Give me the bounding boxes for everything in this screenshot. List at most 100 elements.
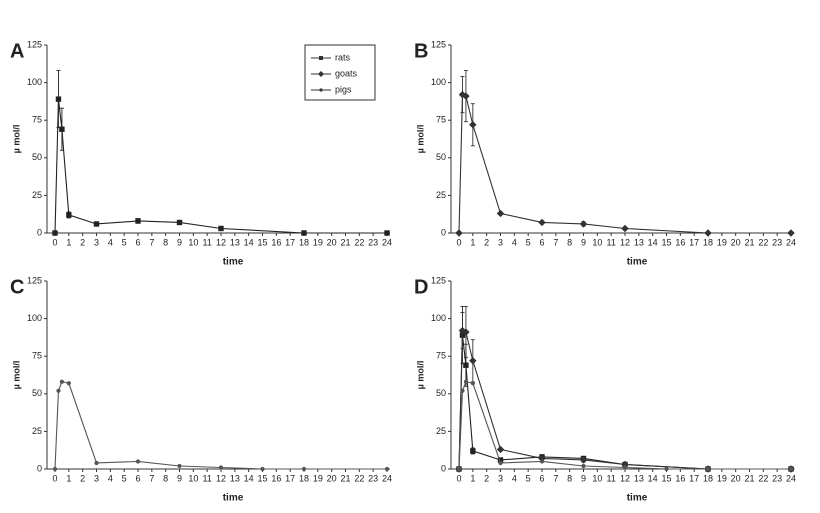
marker [496, 445, 505, 454]
x-tick-label: 8 [567, 473, 572, 483]
x-tick-label: 11 [606, 473, 615, 483]
x-tick-label: 22 [354, 237, 364, 247]
y-tick-label: 100 [431, 313, 446, 323]
x-tick-label: 23 [368, 237, 378, 247]
marker [460, 388, 465, 393]
x-tick-label: 18 [703, 237, 713, 247]
x-tick-label: 15 [257, 237, 267, 247]
y-tick-label: 0 [441, 463, 446, 473]
marker [456, 466, 462, 472]
x-tick-label: 9 [581, 473, 586, 483]
x-tick-label: 21 [744, 473, 754, 483]
x-tick-label: 13 [634, 237, 644, 247]
y-axis-label: µ mol/l [415, 125, 425, 154]
x-tick-label: 12 [216, 237, 226, 247]
x-tick-label: 17 [285, 473, 295, 483]
x-tick-label: 15 [661, 473, 671, 483]
series-line [54, 381, 387, 470]
x-tick-label: 4 [108, 237, 113, 247]
x-tick-label: 20 [327, 473, 337, 483]
x-tick-label: 2 [80, 473, 85, 483]
x-axis-label: time [627, 257, 648, 268]
y-tick-label: 100 [27, 313, 42, 323]
x-tick-label: 2 [484, 473, 489, 483]
marker [55, 96, 62, 102]
x-tick-label: 11 [606, 237, 615, 247]
marker [470, 381, 475, 386]
y-tick-label: 50 [32, 152, 42, 162]
x-tick-label: 24 [382, 237, 392, 247]
y-axis-label: µ mol/l [11, 125, 21, 154]
marker [93, 221, 100, 227]
marker [463, 362, 469, 368]
x-tick-label: 17 [689, 473, 699, 483]
x-tick-label: 13 [230, 473, 240, 483]
marker [176, 219, 183, 226]
y-tick-label: 75 [436, 351, 446, 361]
x-tick-label: 24 [786, 237, 796, 247]
panel-label: A [10, 40, 24, 62]
series-line [54, 99, 387, 234]
marker [135, 459, 141, 464]
marker [59, 126, 65, 132]
x-tick-label: 17 [689, 237, 699, 247]
x-tick-label: 1 [470, 237, 475, 247]
x-tick-label: 3 [498, 473, 503, 483]
marker [579, 220, 588, 228]
x-tick-label: 13 [634, 473, 644, 483]
y-tick-label: 0 [37, 227, 42, 237]
x-tick-label: 11 [202, 473, 211, 483]
y-tick-label: 100 [27, 77, 42, 87]
marker [496, 209, 505, 218]
legend-marker [319, 56, 323, 60]
panel-label: B [414, 40, 428, 62]
y-tick-label: 50 [436, 388, 446, 398]
marker [470, 448, 476, 454]
y-tick-label: 75 [32, 115, 42, 125]
marker [664, 466, 669, 472]
x-tick-label: 10 [592, 473, 602, 483]
x-tick-label: 1 [66, 473, 71, 483]
marker [52, 466, 58, 472]
marker [301, 230, 307, 236]
x-tick-label: 0 [456, 237, 461, 247]
marker [135, 218, 141, 224]
series-line [458, 381, 791, 470]
y-tick-label: 125 [431, 39, 446, 49]
x-tick-label: 0 [52, 473, 57, 483]
y-tick-label: 125 [431, 275, 446, 285]
x-tick-label: 22 [758, 237, 768, 247]
y-tick-label: 50 [32, 388, 42, 398]
marker [579, 456, 588, 464]
x-tick-label: 16 [675, 473, 685, 483]
y-tick-label: 25 [32, 426, 42, 436]
y-tick-label: 25 [436, 426, 446, 436]
x-tick-label: 10 [592, 237, 602, 247]
x-tick-label: 0 [456, 473, 461, 483]
y-tick-label: 125 [27, 275, 42, 285]
x-tick-label: 1 [66, 237, 71, 247]
x-tick-label: 20 [327, 237, 337, 247]
x-tick-label: 7 [149, 473, 154, 483]
x-tick-label: 9 [177, 473, 182, 483]
x-tick-label: 18 [703, 473, 713, 483]
marker [463, 379, 469, 384]
marker [260, 466, 265, 472]
x-tick-label: 9 [177, 237, 182, 247]
x-tick-label: 18 [299, 237, 309, 247]
x-tick-label: 13 [230, 237, 240, 247]
x-tick-label: 12 [216, 473, 226, 483]
marker [704, 229, 712, 237]
x-tick-label: 8 [567, 237, 572, 247]
x-tick-label: 17 [285, 237, 295, 247]
series-line [458, 93, 791, 234]
legend-marker [319, 88, 323, 92]
x-tick-label: 9 [581, 237, 586, 247]
x-tick-label: 14 [648, 473, 658, 483]
y-axis-label: µ mol/l [11, 361, 21, 390]
marker [538, 218, 546, 227]
marker [581, 463, 586, 469]
